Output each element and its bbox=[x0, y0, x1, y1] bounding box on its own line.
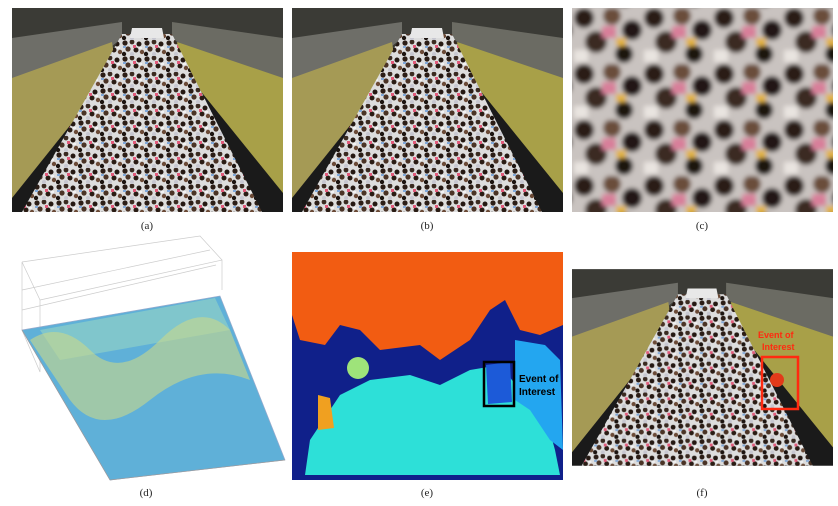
caption: (a) bbox=[141, 220, 154, 232]
annotation: Event of bbox=[758, 330, 795, 340]
segment bbox=[486, 362, 512, 404]
annotation: Interest bbox=[519, 387, 556, 398]
axis-box bbox=[22, 236, 222, 262]
highlight bbox=[770, 373, 784, 387]
figure: (a) (b) (c) (d) Event of Interest (e) bbox=[0, 0, 838, 506]
segmentation-map: Event of Interest bbox=[292, 252, 563, 480]
crowd-image bbox=[572, 269, 833, 465]
crowd-image bbox=[292, 8, 563, 212]
zoomed-crowd bbox=[562, 0, 838, 222]
caption: (e) bbox=[421, 487, 434, 499]
caption: (d) bbox=[140, 487, 153, 499]
zoomed-image bbox=[562, 0, 838, 222]
axis-box bbox=[40, 260, 222, 300]
blurred-crowd bbox=[562, 0, 838, 222]
caption: (b) bbox=[421, 220, 434, 232]
annotation: Event of bbox=[519, 374, 559, 385]
crowd-image bbox=[12, 8, 283, 212]
annotation: Interest bbox=[762, 342, 795, 352]
surface-plot bbox=[22, 236, 285, 480]
grid-line bbox=[22, 250, 216, 310]
caption: (c) bbox=[696, 220, 709, 232]
segment bbox=[347, 357, 369, 379]
caption: (f) bbox=[697, 487, 708, 499]
